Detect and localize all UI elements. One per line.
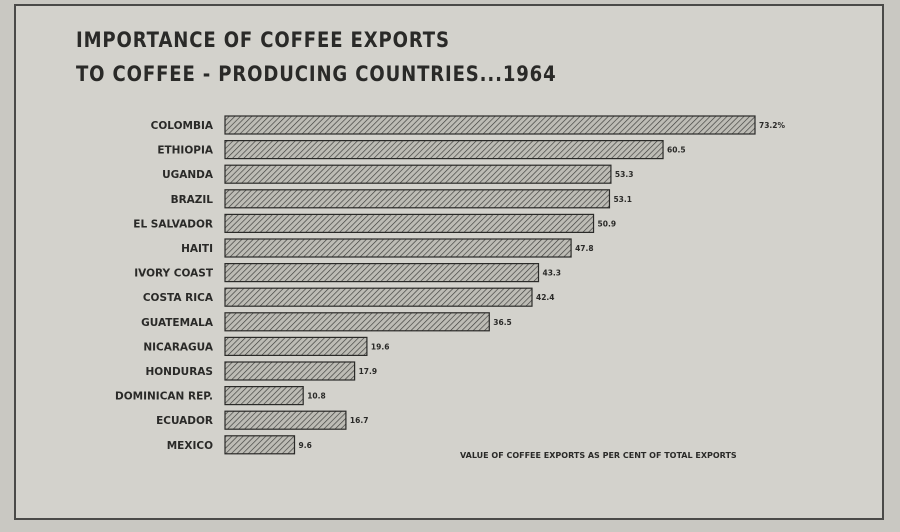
- value-label: 19.6: [371, 342, 390, 351]
- bar-el-salvador: [224, 213, 595, 233]
- category-label: NICARAGUA: [143, 341, 214, 353]
- chart-frame: [14, 4, 884, 520]
- bar-mexico: [224, 435, 296, 455]
- bar-ethiopia: [224, 140, 664, 160]
- category-label: HAITI: [181, 243, 213, 255]
- bar-guatemala: [224, 312, 490, 332]
- category-label: GUATEMALA: [141, 317, 214, 329]
- value-label: 47.8: [575, 244, 594, 253]
- category-label: BRAZIL: [171, 194, 214, 206]
- value-label: 53.3: [615, 170, 634, 179]
- bar-dominican-rep: [224, 386, 304, 406]
- category-label: UGANDA: [162, 169, 214, 181]
- bars-group: COLOMBIA 73.2% ETHIOPIA 60.5 UGANDA 53.3 BRAZI…: [115, 115, 786, 455]
- bar-haiti: [224, 238, 572, 258]
- bar-colombia: [224, 115, 756, 135]
- value-label: 36.5: [493, 318, 512, 327]
- bar-brazil: [224, 189, 611, 209]
- value-label: 43.3: [543, 269, 562, 278]
- value-label: 53.1: [613, 195, 632, 204]
- category-label: MEXICO: [167, 440, 213, 452]
- category-label: COLOMBIA: [151, 120, 214, 132]
- category-label: ECUADOR: [156, 415, 213, 427]
- chart-title-line-2: TO COFFEE - PRODUCING COUNTRIES...1964: [76, 62, 557, 86]
- value-label: 16.7: [350, 416, 369, 425]
- bar-nicaragua: [224, 336, 368, 356]
- bar-ecuador: [224, 410, 347, 430]
- value-label: 9.6: [299, 441, 312, 450]
- category-label: EL SALVADOR: [133, 218, 213, 230]
- chart-title-line-1: IMPORTANCE OF COFFEE EXPORTS: [76, 28, 450, 52]
- category-label: HONDURAS: [145, 366, 213, 378]
- value-label: 50.9: [598, 219, 617, 228]
- value-label: 17.9: [359, 367, 378, 376]
- chart-note: VALUE OF COFFEE EXPORTS AS PER CENT OF T…: [460, 451, 737, 460]
- bar-honduras: [224, 361, 356, 381]
- bar-uganda: [224, 164, 612, 184]
- value-label: 42.4: [536, 293, 555, 302]
- category-label: ETHIOPIA: [157, 145, 214, 157]
- bar-ivory-coast: [224, 263, 540, 283]
- category-label: COSTA RICA: [143, 292, 214, 304]
- bar-costa-rica: [224, 287, 533, 307]
- value-label: 10.8: [307, 392, 326, 401]
- category-label: IVORY COAST: [134, 268, 214, 280]
- value-label: 60.5: [667, 146, 686, 155]
- category-label: DOMINICAN REP.: [115, 391, 213, 403]
- value-label: 73.2%: [759, 121, 786, 130]
